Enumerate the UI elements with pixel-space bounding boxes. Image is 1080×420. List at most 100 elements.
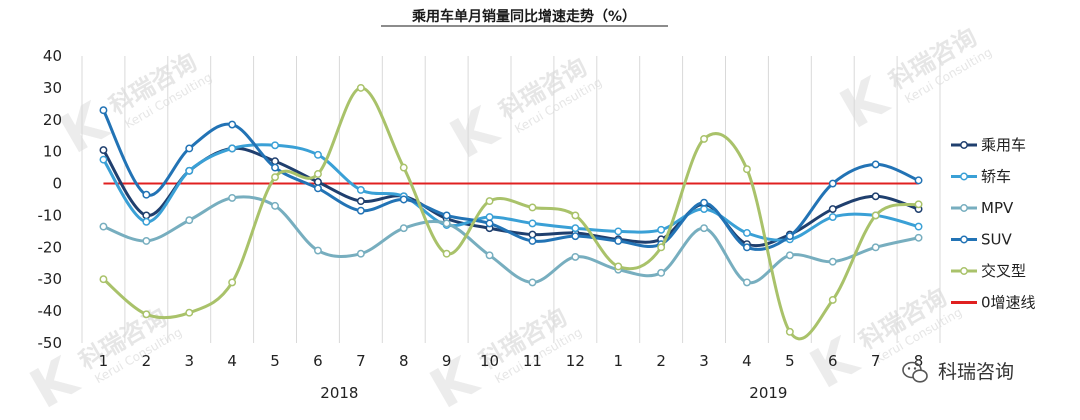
y-tick-label: -10 <box>38 206 63 224</box>
x-tick-label: 2 <box>142 352 152 370</box>
data-point <box>785 232 794 241</box>
data-point <box>142 310 151 319</box>
data-point <box>743 165 751 174</box>
data-point <box>271 163 279 172</box>
x-tick-label: 5 <box>270 352 280 370</box>
data-point <box>528 230 537 239</box>
data-point <box>442 249 451 258</box>
data-point <box>356 83 365 92</box>
y-axis: 40 30 20 10 0 -10 -20 -30 -40 -50 <box>38 47 63 352</box>
legend-item: 0增速线 <box>951 294 1036 312</box>
x-tick-label: 8 <box>914 352 924 370</box>
legend-item: 交叉型 <box>951 262 1026 280</box>
data-point <box>356 206 365 215</box>
series-line <box>102 86 919 341</box>
data-point <box>314 150 322 159</box>
data-point <box>228 120 237 129</box>
x-tick-label: 6 <box>828 352 838 370</box>
y-tick-label: -40 <box>38 302 63 320</box>
data-point <box>399 224 408 233</box>
data-point <box>228 278 237 287</box>
data-point <box>571 232 580 241</box>
legend-item: 乘用车 <box>951 136 1026 154</box>
data-point <box>700 134 708 143</box>
x-tick-label: 4 <box>227 352 237 370</box>
data-point <box>399 195 408 204</box>
data-point <box>914 233 923 242</box>
y-tick-label: 40 <box>43 47 62 65</box>
data-point <box>571 252 580 261</box>
data-point <box>485 219 494 228</box>
wechat-icon <box>902 361 928 383</box>
series-line <box>102 195 919 285</box>
legend-marker <box>960 267 968 275</box>
legend-label: 0增速线 <box>981 294 1036 312</box>
data-point <box>528 278 537 287</box>
data-point <box>571 224 580 233</box>
data-point <box>871 192 880 201</box>
data-point <box>142 217 151 226</box>
legend-label: 乘用车 <box>981 136 1026 154</box>
y-tick-label: -20 <box>38 238 63 256</box>
data-point <box>356 249 365 258</box>
x-tick-label: 11 <box>523 352 542 370</box>
x-tick-label: 2 <box>656 352 666 370</box>
data-point <box>271 141 279 150</box>
legend-item: 轿车 <box>951 168 1011 186</box>
y-tick-label: -50 <box>38 334 63 352</box>
data-point <box>571 211 580 220</box>
series-layer <box>99 83 923 341</box>
data-point <box>785 251 794 260</box>
data-point <box>228 193 237 202</box>
data-point <box>528 237 537 245</box>
y-tick-label: 30 <box>43 79 62 97</box>
x-tick-label: 8 <box>399 352 409 370</box>
data-point <box>743 243 751 252</box>
data-point <box>142 211 151 220</box>
data-point <box>828 257 837 266</box>
data-point <box>142 237 151 245</box>
legend-item: SUV <box>951 231 1013 249</box>
y-tick-label: 20 <box>43 111 62 129</box>
legend-label: 交叉型 <box>981 262 1026 280</box>
data-point <box>185 308 194 317</box>
data-point <box>700 205 708 214</box>
data-point <box>99 222 108 231</box>
data-point <box>271 157 279 166</box>
data-point <box>871 160 880 169</box>
series-3 <box>99 193 923 287</box>
x-tick-label: 6 <box>313 352 323 370</box>
data-point <box>871 211 880 220</box>
x-tick-label: 10 <box>480 352 499 370</box>
data-point <box>614 227 623 236</box>
x-tick-label: 12 <box>566 352 585 370</box>
footer-brand: 科瑞咨询 <box>902 361 1014 383</box>
x-tick-label: 7 <box>871 352 881 370</box>
x-tick-label: 7 <box>356 352 366 370</box>
data-point <box>528 219 537 228</box>
x-tick-label: 3 <box>184 352 194 370</box>
series-5 <box>99 83 923 341</box>
data-point <box>99 155 108 164</box>
x-group-label: 2018 <box>320 384 358 402</box>
x-tick-label: 1 <box>613 352 623 370</box>
data-point <box>485 197 494 206</box>
y-tick-label: -30 <box>38 270 63 288</box>
data-point <box>99 275 108 284</box>
data-point <box>185 166 194 175</box>
data-point <box>185 216 194 225</box>
footer-brand-text: 科瑞咨询 <box>938 361 1014 383</box>
data-point <box>185 144 194 153</box>
data-point <box>657 225 666 234</box>
legend-label: MPV <box>981 199 1014 217</box>
data-point <box>914 200 923 209</box>
data-point <box>657 243 666 252</box>
data-point <box>485 213 494 221</box>
legend-label: 轿车 <box>981 168 1011 186</box>
data-point <box>442 211 451 220</box>
